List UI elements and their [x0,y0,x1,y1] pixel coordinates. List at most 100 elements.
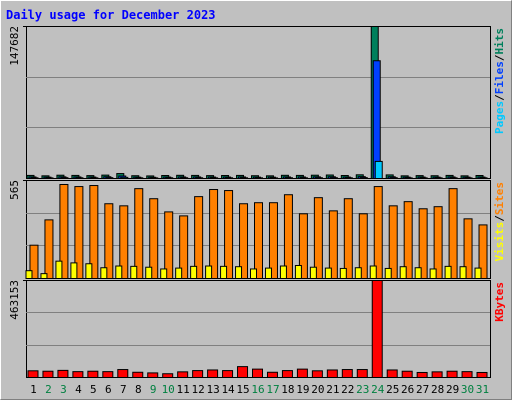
bar [252,368,263,379]
bar [254,202,263,279]
y-tick-label: 147682 [8,26,21,66]
bar [175,267,183,280]
x-tick-label: 31 [476,383,489,396]
bar [264,267,272,280]
x-tick-label: 26 [401,383,414,396]
bar [162,373,174,379]
bar [60,177,69,179]
legend: KBytes [493,282,506,322]
bar [195,177,204,179]
bar [418,208,428,279]
x-tick-label: 14 [221,383,235,396]
y-tick-label: 565 [8,180,21,200]
y-tick-label: 463153 [8,280,21,320]
x-tick-label: 25 [386,383,399,396]
x-tick-label: 11 [177,383,190,396]
bar [150,177,159,180]
bar [27,370,39,378]
bar [478,224,488,279]
bar [401,370,413,379]
bar [329,177,338,179]
bar [105,177,114,179]
legend-entry: KBytes [493,282,506,322]
bar [72,371,84,378]
bar [341,369,353,378]
bar [464,177,473,180]
bar [476,371,488,378]
bar [209,189,219,279]
x-tick-label: 23 [356,383,369,396]
bar [269,177,278,180]
plot-area [26,280,491,378]
bar [255,177,263,179]
bar [448,188,458,279]
bar [429,268,437,279]
bar [461,371,473,378]
bar [358,213,368,279]
bar [179,215,189,279]
x-tick-label: 29 [446,383,459,396]
bar [90,177,99,179]
bar [180,177,189,180]
bar [354,267,362,280]
bar [384,267,392,279]
plot-area [26,26,491,179]
bar [74,186,84,280]
bar [284,177,293,180]
x-tick-label: 27 [416,383,429,396]
bar [190,265,198,279]
bar [374,160,383,180]
bar [164,211,174,279]
bar [268,202,278,279]
bar [237,366,249,379]
legend: Visits/Sites [493,182,506,262]
bar [389,177,398,179]
bar [224,190,234,279]
bar [309,266,317,280]
bar [313,197,323,279]
bar [220,265,228,279]
bar [371,280,383,378]
bar [222,370,234,379]
x-tick-label: 30 [461,383,474,396]
bar [369,265,377,280]
bar [240,177,249,179]
legend-separator: / [493,94,506,101]
bar [120,176,129,180]
bar [225,177,234,179]
bar [250,268,257,279]
bar [235,266,243,280]
bar [100,267,108,280]
bar [134,188,144,279]
legend-entry: Files [493,61,506,94]
x-tick-label: 4 [75,383,82,396]
bar [30,177,39,179]
bar [29,244,39,279]
bar [145,266,153,280]
bar [75,177,84,179]
bar [119,205,129,280]
bar [194,196,204,279]
bar [283,194,293,279]
bar [446,370,458,379]
bar [356,369,368,378]
x-tick-label: 15 [236,383,249,396]
x-tick-label: 7 [120,383,127,396]
bar [326,369,338,379]
bar [57,369,69,378]
x-tick-label: 19 [296,383,309,396]
x-tick-label: 8 [135,383,142,396]
bar [463,218,473,280]
bar [431,371,443,378]
bar [328,210,338,280]
bar [207,369,219,379]
x-tick-label: 1 [30,383,37,396]
bar [314,177,323,180]
x-tick-label: 3 [60,383,67,396]
bar [25,270,33,280]
bar [414,267,422,280]
x-tick-label: 5 [90,383,97,396]
bar [459,266,467,280]
x-tick-label: 18 [281,383,294,396]
legend: Pages/Files/Hits [493,28,506,134]
